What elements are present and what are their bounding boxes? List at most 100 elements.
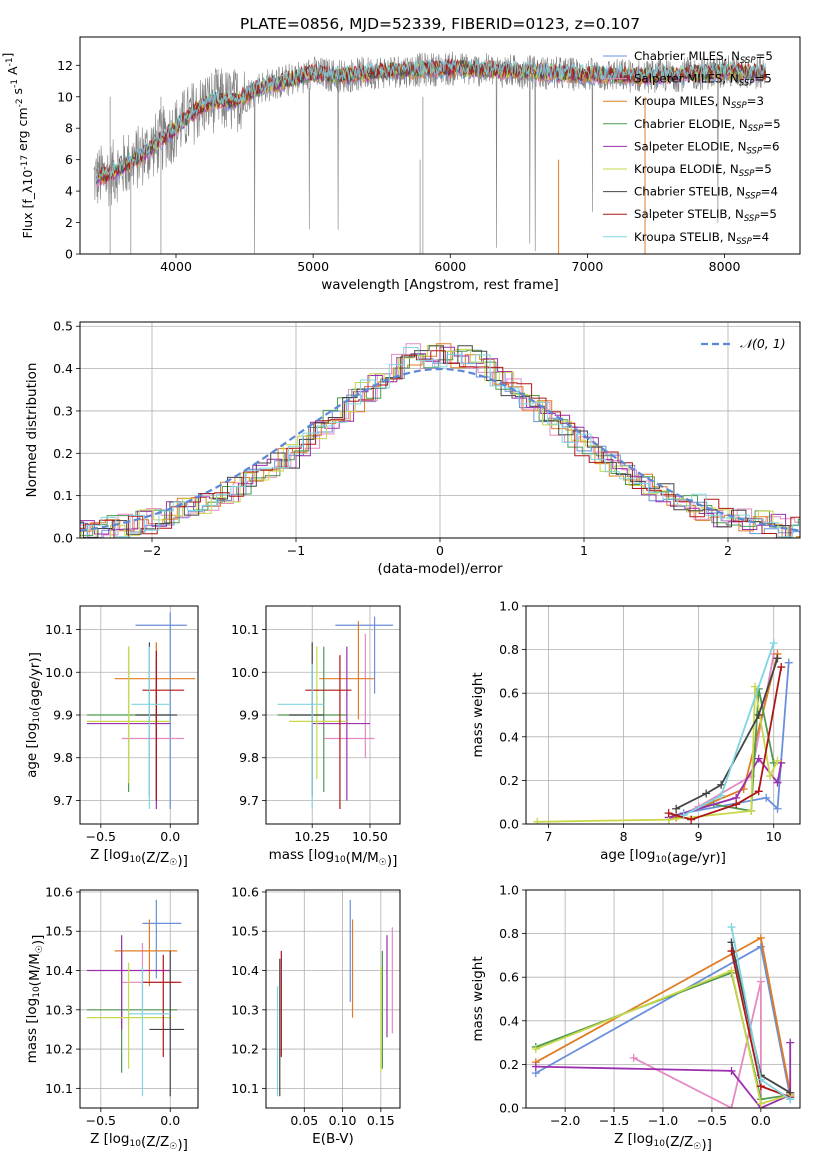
y-tick-label: 9.8 [239, 750, 259, 765]
x-tick-label: 7 [545, 829, 553, 844]
legend-entry: Chabrier MILES, NSSP=5 [634, 49, 773, 66]
y-tick-label: 0.4 [53, 361, 73, 376]
histogram-salpeter-miles [60, 344, 809, 538]
y-tick-label: 6 [65, 152, 73, 167]
series-marker [770, 639, 778, 647]
y-tick-label: 10.2 [45, 1042, 73, 1057]
series-marker [773, 654, 781, 662]
y-tick-label: 9.8 [53, 750, 73, 765]
x-tick-label: 7000 [572, 259, 604, 274]
x-tick-label: −0.5 [86, 1113, 116, 1128]
x-tick-label: 0.10 [329, 1113, 357, 1128]
legend-entry: Kroupa MILES, NSSP=3 [634, 94, 764, 111]
legend-entry: Salpeter STELIB, NSSP=5 [634, 207, 777, 224]
x-axis-label: Z [log10(Z/Z☉)] [90, 1131, 188, 1153]
y-tick-label: 9.9 [239, 708, 259, 723]
y-tick-label: 0.2 [53, 446, 73, 461]
y-tick-label: 1.0 [499, 883, 519, 898]
x-tick-label: 4000 [160, 259, 192, 274]
y-tick-label: 0.6 [499, 970, 519, 985]
y-tick-label: 10.2 [231, 1042, 259, 1057]
y-tick-label: 2 [65, 215, 73, 230]
x-axis-label: Z [log10(Z/Z☉)] [614, 1131, 712, 1153]
errorbar-salpeter-elodie [312, 647, 370, 801]
y-axis-label: mass weight [470, 672, 486, 757]
y-axis-label: age [log10(age/yr)] [24, 652, 43, 778]
x-tick-label: 0.0 [160, 829, 180, 844]
errorbar-kroupa-elodie [289, 647, 347, 780]
legend-entry: Chabrier STELIB, NSSP=4 [634, 185, 778, 202]
series-marker [533, 818, 541, 826]
y-tick-label: 10.4 [231, 963, 259, 978]
y-tick-label: 10.0 [45, 665, 73, 680]
y-axis-label: Normed distribution [24, 363, 40, 498]
y-tick-label: 10.1 [45, 622, 73, 637]
errorbar-kroupa-elodie [87, 963, 170, 1069]
x-tick-label: −2.0 [550, 1113, 580, 1128]
legend-entry: Chabrier ELODIE, NSSP=5 [634, 117, 781, 134]
y-tick-label: 10.6 [231, 884, 259, 899]
y-tick-label: 0.3 [53, 403, 73, 418]
x-tick-label: 6000 [434, 259, 466, 274]
plot-area [87, 900, 184, 1096]
errorbar-salpeter-stelib [142, 651, 184, 801]
y-tick-label: 9.7 [53, 793, 73, 808]
y-tick-label: 0.2 [499, 773, 519, 788]
histogram-kroupa-miles [62, 344, 811, 538]
plot-area [278, 617, 394, 809]
x-tick-label: 10 [766, 829, 782, 844]
x-tick-label: 0.15 [367, 1113, 395, 1128]
y-tick-label: 0.6 [499, 686, 519, 701]
y-tick-label: 4 [65, 184, 73, 199]
y-tick-label: 0.5 [53, 319, 73, 334]
y-tick-label: 0.0 [499, 817, 519, 832]
series-marker [672, 805, 680, 813]
x-tick-label: 0.0 [160, 1113, 180, 1128]
x-axis-label: mass [log10(M/M☉)] [269, 847, 398, 869]
series-marker [702, 789, 710, 797]
y-tick-label: 10.5 [45, 924, 73, 939]
y-tick-label: 10.6 [45, 884, 73, 899]
y-tick-label: 10.1 [45, 1081, 73, 1096]
errorbar-chabrier-stelib [289, 642, 324, 796]
plot-area [59, 344, 819, 538]
x-tick-label: 5000 [297, 259, 329, 274]
y-tick-label: 8 [65, 121, 73, 136]
x-tick-label: 2 [724, 543, 732, 558]
series-marker [532, 1063, 540, 1071]
y-tick-label: 10.4 [45, 963, 73, 978]
y-tick-label: 0.0 [53, 531, 73, 546]
errorbar-chabrier-miles [136, 612, 187, 809]
errorbar-kroupa-miles [115, 919, 177, 986]
y-tick-label: 0.2 [499, 1057, 519, 1072]
plot-area [87, 612, 195, 809]
y-tick-label: 0 [65, 247, 73, 262]
y-tick-label: 0.8 [499, 926, 519, 941]
y-axis-label: Flux [f_λ10-17 erg cm-2 s-1 A-1] [0, 53, 35, 239]
histogram-chabrier-stelib [69, 346, 818, 538]
legend-entry: Kroupa ELODIE, NSSP=5 [634, 162, 772, 179]
y-tick-label: 0.4 [499, 729, 519, 744]
y-tick-label: 0.0 [499, 1101, 519, 1116]
x-axis-label: wavelength [Angstrom, rest frame] [321, 277, 559, 293]
x-tick-label: −1 [287, 543, 305, 558]
y-tick-label: 10.0 [231, 665, 259, 680]
y-tick-label: 9.7 [239, 793, 259, 808]
series-marker [766, 772, 774, 780]
series-marker [777, 663, 785, 671]
y-tick-label: 10.5 [231, 924, 259, 939]
axes-frame [80, 890, 198, 1108]
errorbar-chabrier-miles [335, 617, 393, 694]
y-tick-label: 10 [57, 89, 73, 104]
plot-area [533, 639, 792, 826]
y-axis-label: mass weight [470, 956, 486, 1041]
y-axis-label: mass [log10(M/M☉)] [24, 935, 46, 1064]
y-tick-label: 0.1 [53, 488, 73, 503]
x-tick-label: 0 [436, 543, 444, 558]
plot-area [277, 900, 392, 1096]
